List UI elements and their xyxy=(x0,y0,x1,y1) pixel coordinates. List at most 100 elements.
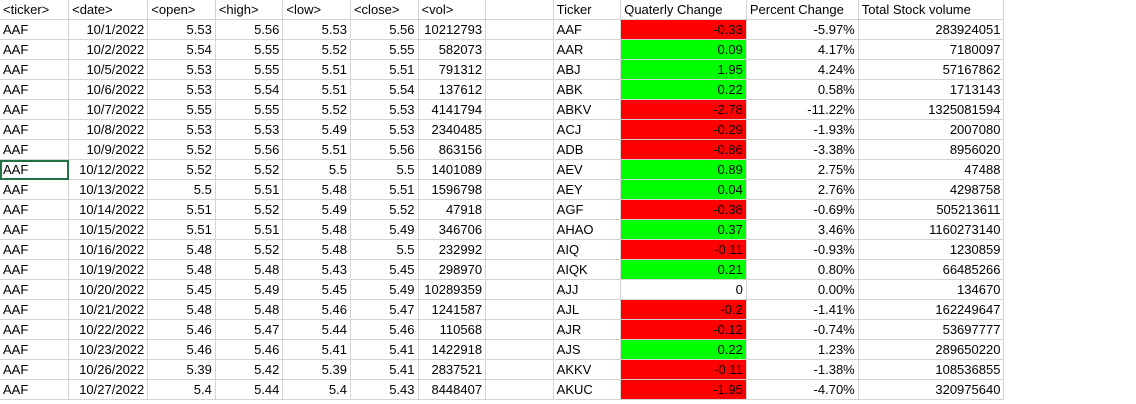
cell-ticker[interactable]: AAF xyxy=(0,159,70,180)
cell-summary-ticker[interactable]: AIQK xyxy=(553,259,622,280)
cell-high[interactable]: 5.47 xyxy=(215,319,284,340)
cell-percent-change[interactable]: 4.24% xyxy=(746,59,859,80)
cell-vol[interactable]: 232992 xyxy=(418,239,487,260)
cell-quarterly-change[interactable]: 0.22 xyxy=(620,339,747,360)
cell-low[interactable]: 5.39 xyxy=(282,359,351,380)
cell-low[interactable]: 5.46 xyxy=(282,299,351,320)
cell-quarterly-change[interactable]: 0.37 xyxy=(620,219,747,240)
cell-summary-ticker[interactable]: ABJ xyxy=(553,59,622,80)
cell-ticker[interactable]: AAF xyxy=(0,359,70,380)
cell-ticker[interactable]: AAF xyxy=(0,79,70,100)
cell-date[interactable]: 10/26/2022 xyxy=(68,359,149,380)
cell-open[interactable]: 5.53 xyxy=(147,59,216,80)
cell-percent-change[interactable]: 0.58% xyxy=(746,79,859,100)
cell-percent-change[interactable]: 2.76% xyxy=(746,179,859,200)
cell-close[interactable]: 5.46 xyxy=(350,319,419,340)
cell-close[interactable]: 5.51 xyxy=(350,59,419,80)
cell-total-stock-volume[interactable]: 108536855 xyxy=(858,359,1005,380)
cell-low[interactable]: 5.48 xyxy=(282,219,351,240)
cell-total-stock-volume[interactable]: 4298758 xyxy=(858,179,1005,200)
cell-date[interactable]: 10/5/2022 xyxy=(68,59,149,80)
cell-date[interactable]: 10/27/2022 xyxy=(68,379,149,400)
empty-cell[interactable] xyxy=(485,299,554,320)
cell-quarterly-change[interactable]: 0.22 xyxy=(620,79,747,100)
cell-ticker[interactable]: AAF xyxy=(0,259,70,280)
cell-ticker[interactable]: AAF xyxy=(0,319,70,340)
cell-ticker[interactable]: AAF xyxy=(0,299,70,320)
cell-close[interactable]: 5.45 xyxy=(350,259,419,280)
cell-quarterly-change[interactable]: -0.2 xyxy=(620,299,747,320)
cell-quarterly-change[interactable]: -0.33 xyxy=(620,19,747,40)
cell-date[interactable]: 10/23/2022 xyxy=(68,339,149,360)
cell-open[interactable]: 5.46 xyxy=(147,319,216,340)
cell-close[interactable]: 5.43 xyxy=(350,379,419,400)
cell-high[interactable]: 5.51 xyxy=(215,219,284,240)
cell-vol[interactable]: 110568 xyxy=(418,319,487,340)
cell-date[interactable]: 10/15/2022 xyxy=(68,219,149,240)
cell-quarterly-change[interactable]: -0.12 xyxy=(620,319,747,340)
cell-total-stock-volume[interactable]: 162249647 xyxy=(858,299,1005,320)
cell-total-stock-volume[interactable]: 134670 xyxy=(858,279,1005,300)
cell-close[interactable]: 5.5 xyxy=(350,239,419,260)
cell-summary-ticker[interactable]: AJS xyxy=(553,339,622,360)
cell-total-stock-volume[interactable]: 289650220 xyxy=(858,339,1005,360)
cell-close[interactable]: 5.5 xyxy=(350,159,419,180)
cell-percent-change[interactable]: -1.38% xyxy=(746,359,859,380)
cell-percent-change[interactable]: 0.80% xyxy=(746,259,859,280)
cell-close[interactable]: 5.53 xyxy=(350,119,419,140)
cell-quarterly-change[interactable]: -0.11 xyxy=(620,359,747,380)
cell-open[interactable]: 5.53 xyxy=(147,79,216,100)
cell-summary-ticker[interactable]: AJJ xyxy=(553,279,622,300)
cell-date[interactable]: 10/1/2022 xyxy=(68,19,149,40)
cell-low[interactable]: 5.49 xyxy=(282,119,351,140)
cell-quarterly-change[interactable]: 0 xyxy=(620,279,747,300)
cell-percent-change[interactable]: -4.70% xyxy=(746,379,859,400)
cell-high[interactable]: 5.49 xyxy=(215,279,284,300)
cell-low[interactable]: 5.51 xyxy=(282,59,351,80)
cell-close[interactable]: 5.49 xyxy=(350,279,419,300)
empty-cell[interactable] xyxy=(485,79,554,100)
header-cell-quarterly-change[interactable]: Quaterly Change xyxy=(620,0,747,20)
cell-vol[interactable]: 4141794 xyxy=(418,99,487,120)
cell-low[interactable]: 5.48 xyxy=(282,239,351,260)
cell-percent-change[interactable]: -0.93% xyxy=(746,239,859,260)
cell-low[interactable]: 5.49 xyxy=(282,199,351,220)
cell-vol[interactable]: 8448407 xyxy=(418,379,487,400)
header-cell-low[interactable]: <low> xyxy=(282,0,351,20)
cell-open[interactable]: 5.5 xyxy=(147,179,216,200)
cell-vol[interactable]: 10212793 xyxy=(418,19,487,40)
cell-quarterly-change[interactable]: -0.86 xyxy=(620,139,747,160)
cell-ticker[interactable]: AAF xyxy=(0,59,70,80)
cell-total-stock-volume[interactable]: 8956020 xyxy=(858,139,1005,160)
cell-percent-change[interactable]: -5.97% xyxy=(746,19,859,40)
cell-vol[interactable]: 2340485 xyxy=(418,119,487,140)
cell-date[interactable]: 10/13/2022 xyxy=(68,179,149,200)
header-cell-percent-change[interactable]: Percent Change xyxy=(746,0,859,20)
cell-ticker[interactable]: AAF xyxy=(0,339,70,360)
cell-low[interactable]: 5.44 xyxy=(282,319,351,340)
cell-high[interactable]: 5.56 xyxy=(215,19,284,40)
cell-open[interactable]: 5.46 xyxy=(147,339,216,360)
empty-cell[interactable] xyxy=(485,279,554,300)
cell-total-stock-volume[interactable]: 1230859 xyxy=(858,239,1005,260)
cell-high[interactable]: 5.48 xyxy=(215,299,284,320)
cell-total-stock-volume[interactable]: 47488 xyxy=(858,159,1005,180)
cell-quarterly-change[interactable]: -1.95 xyxy=(620,379,747,400)
cell-percent-change[interactable]: -11.22% xyxy=(746,99,859,120)
cell-summary-ticker[interactable]: AEY xyxy=(553,179,622,200)
cell-quarterly-change[interactable]: 0.04 xyxy=(620,179,747,200)
cell-open[interactable]: 5.48 xyxy=(147,259,216,280)
header-cell-total-stock-volume[interactable]: Total Stock volume xyxy=(858,0,1005,20)
cell-low[interactable]: 5.52 xyxy=(282,39,351,60)
cell-open[interactable]: 5.52 xyxy=(147,139,216,160)
cell-high[interactable]: 5.56 xyxy=(215,139,284,160)
cell-open[interactable]: 5.4 xyxy=(147,379,216,400)
cell-summary-ticker[interactable]: ACJ xyxy=(553,119,622,140)
cell-vol[interactable]: 582073 xyxy=(418,39,487,60)
empty-cell[interactable] xyxy=(485,19,554,40)
cell-open[interactable]: 5.39 xyxy=(147,359,216,380)
cell-open[interactable]: 5.45 xyxy=(147,279,216,300)
cell-close[interactable]: 5.56 xyxy=(350,139,419,160)
cell-low[interactable]: 5.45 xyxy=(282,279,351,300)
cell-date[interactable]: 10/22/2022 xyxy=(68,319,149,340)
